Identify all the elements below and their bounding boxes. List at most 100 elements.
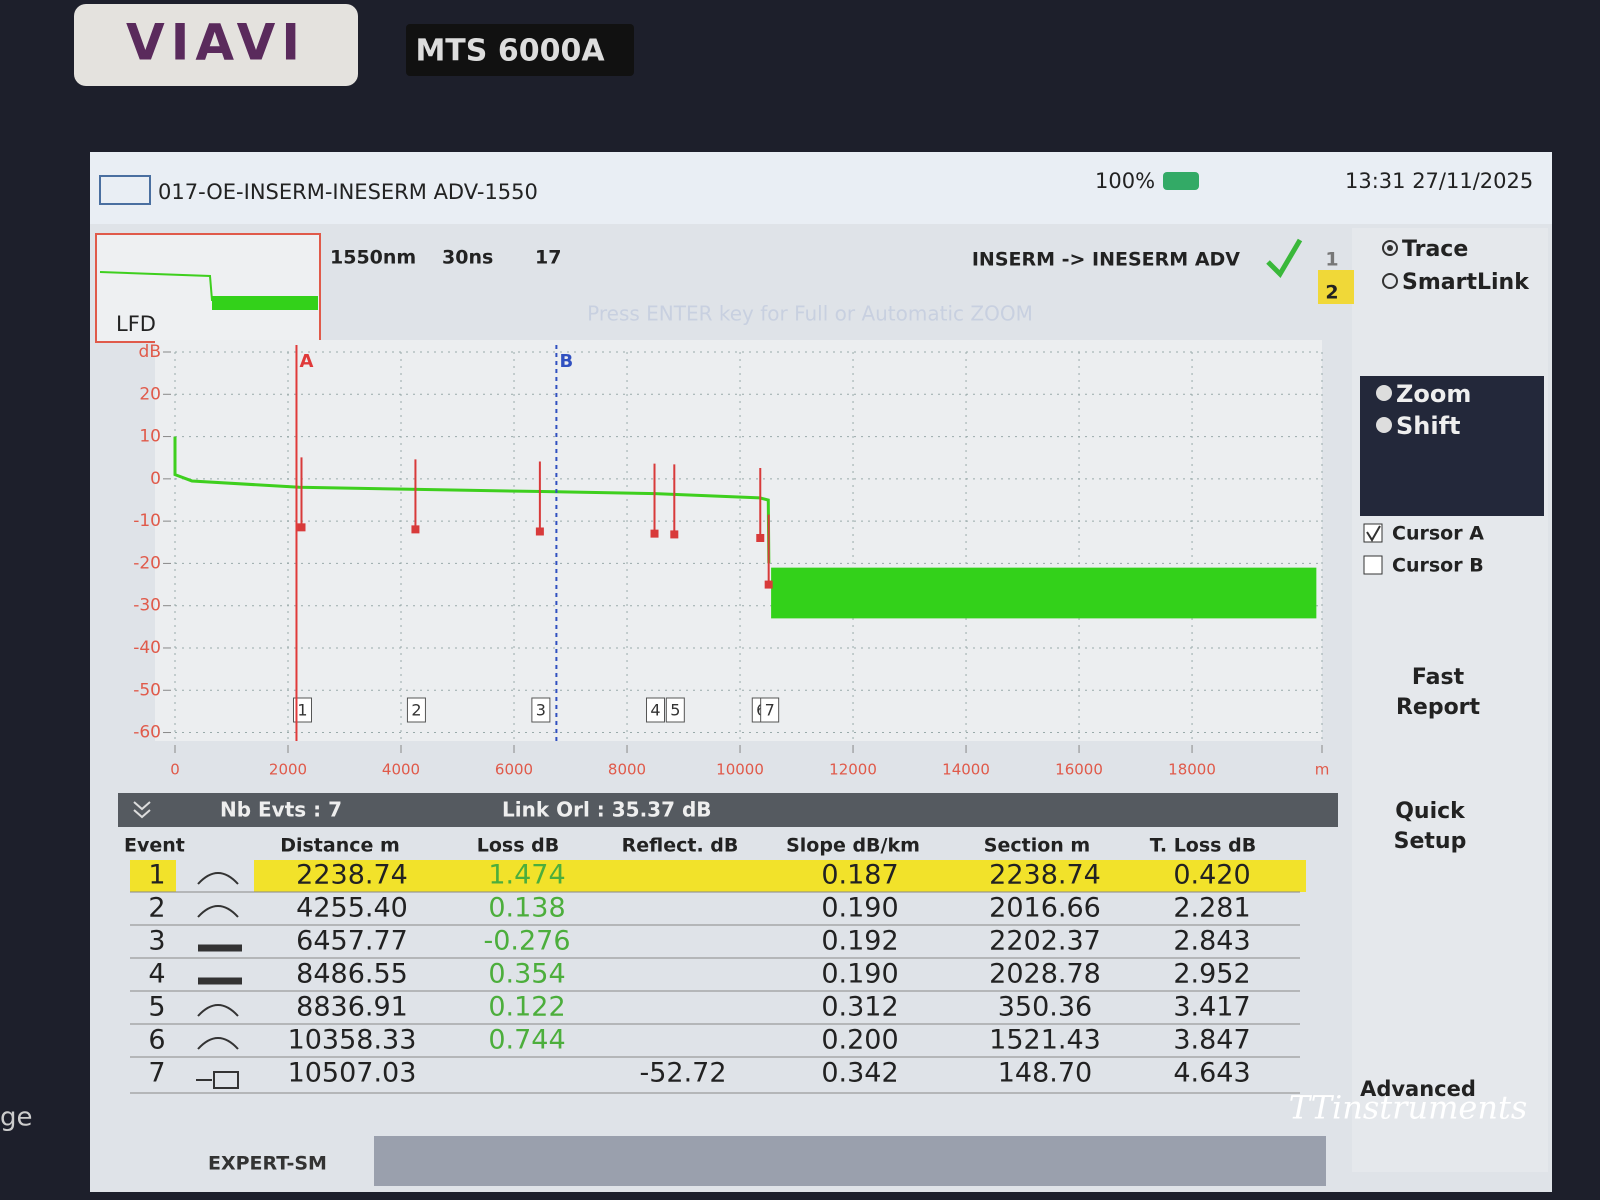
zoom-box[interactable] (1360, 376, 1544, 516)
shift-option[interactable]: Shift (1396, 412, 1461, 440)
y-tick-label: -50 (133, 680, 161, 700)
row-highlight (254, 860, 1306, 892)
advanced[interactable]: Advanced (1360, 1077, 1476, 1101)
fast-report[interactable]: Fast (1412, 665, 1465, 690)
quick-setup[interactable]: Quick (1395, 799, 1466, 824)
table-cell: 148.70 (998, 1058, 1092, 1089)
table-cell: 7 (148, 1058, 165, 1089)
cursor-a-option[interactable]: Cursor A (1392, 523, 1484, 545)
event-marker-end (650, 529, 659, 538)
event-box (760, 697, 780, 723)
table-cell: -0.276 (483, 926, 570, 957)
table-cell: 10358.33 (288, 1025, 417, 1056)
table-cell: 8836.91 (296, 992, 408, 1023)
y-tick-label: dB (139, 342, 161, 362)
header-bar (90, 152, 1552, 224)
event-marker-end (764, 580, 773, 589)
table-cell: 8486.55 (296, 959, 408, 990)
fast-report[interactable]: Report (1396, 695, 1481, 720)
column-header: T. Loss dB (1150, 835, 1256, 857)
table-cell: 6457.77 (296, 926, 408, 957)
collapse-icon[interactable] (133, 801, 151, 819)
column-header: Reflect. dB (622, 835, 739, 857)
plot-area (155, 340, 1322, 741)
icon-nonreflective (197, 905, 239, 918)
x-tick-label: 0 (170, 761, 180, 779)
quick-setup[interactable]: Setup (1394, 829, 1467, 854)
event-number: 4 (650, 701, 660, 720)
x-tick-label: 4000 (382, 761, 420, 779)
table-cell: 0.200 (821, 1025, 898, 1056)
event-count: Nb Evts : 7 (220, 798, 342, 822)
y-tick-label: -30 (133, 596, 161, 616)
model-plate (406, 24, 634, 76)
table-cell: 2.952 (1173, 959, 1250, 990)
thumbnail-label: LFD (116, 312, 156, 336)
column-header: Loss dB (477, 835, 559, 857)
icon-end (196, 1071, 239, 1089)
table-cell: 0.190 (821, 959, 898, 990)
tab-2-bg[interactable] (1318, 270, 1354, 304)
link-name: INSERM -> INESERM ADV (972, 249, 1240, 271)
x-tick-label: 10000 (716, 761, 764, 779)
mode: EXPERT-SM (208, 1153, 327, 1175)
zoom-option[interactable]: Zoom (1396, 380, 1471, 408)
cursor-b-option[interactable]: Cursor B (1392, 555, 1484, 577)
table-cell: 3.847 (1173, 1025, 1250, 1056)
x-tick-label: 8000 (608, 761, 646, 779)
radio-shift[interactable] (1376, 417, 1392, 433)
radio-trace[interactable] (1382, 240, 1398, 256)
x-tick-label: 2000 (269, 761, 307, 779)
event-box (406, 697, 426, 723)
column-header: Event (124, 835, 185, 857)
event-box (292, 697, 312, 723)
y-tick-label: -40 (133, 638, 161, 658)
table-cell: 1 (148, 860, 165, 891)
brand: VIAVI (126, 14, 306, 72)
table-cell: 2016.66 (989, 893, 1101, 924)
averages: 17 (535, 247, 561, 269)
y-tick-label: 10 (139, 427, 161, 447)
table-cell: 0.342 (821, 1058, 898, 1089)
file-name: 017-OE-INSERM-INESERM ADV-1550 (158, 180, 538, 204)
table-cell: 0.187 (821, 860, 898, 891)
table-cell: 10507.03 (288, 1058, 417, 1089)
smartlink-option[interactable]: SmartLink (1402, 270, 1530, 295)
table-cell: 0.420 (1173, 860, 1250, 891)
table-cell: 1521.43 (989, 1025, 1101, 1056)
table-cell: 1.474 (488, 860, 565, 891)
radio-dot (1387, 245, 1393, 251)
radio-zoom[interactable] (1376, 385, 1392, 401)
y-tick-label: 20 (139, 384, 161, 404)
x-tick-label: 18000 (1168, 761, 1216, 779)
edge-text: ge (0, 1103, 33, 1133)
clock: 13:31 27/11/2025 (1345, 169, 1533, 193)
icon-nonreflective (197, 872, 239, 885)
icon-nonreflective (197, 1037, 239, 1050)
checkbox-b[interactable] (1363, 555, 1383, 575)
table-cell: 4255.40 (296, 893, 408, 924)
tab-1[interactable]: 1 (1325, 249, 1338, 271)
table-cell: 0.312 (821, 992, 898, 1023)
trace-option[interactable]: Trace (1402, 237, 1468, 262)
table-cell: 0.744 (488, 1025, 565, 1056)
event-marker-end (756, 533, 765, 542)
cursor-label: B (560, 351, 574, 372)
table-cell: 0.122 (488, 992, 565, 1023)
table-cell: 4.643 (1173, 1058, 1250, 1089)
x-tick-label: 14000 (942, 761, 990, 779)
table-cell: 0.138 (488, 893, 565, 924)
table-cell: 2.281 (1173, 893, 1250, 924)
column-header: Section m (984, 835, 1090, 857)
radio-smartlink[interactable] (1382, 273, 1398, 289)
event-number: 2 (411, 701, 421, 720)
table-cell: 2238.74 (989, 860, 1101, 891)
x-tick-label: 6000 (495, 761, 533, 779)
tab-2[interactable]: 2 (1325, 282, 1338, 304)
thumbnail-noise (212, 296, 318, 310)
table-cell: 0.190 (821, 893, 898, 924)
event-number: 1 (297, 701, 307, 720)
model: MTS 6000A (415, 34, 605, 69)
event-table: Event Distance m Loss dB Reflect. dB Slope d… (124, 835, 1306, 1094)
